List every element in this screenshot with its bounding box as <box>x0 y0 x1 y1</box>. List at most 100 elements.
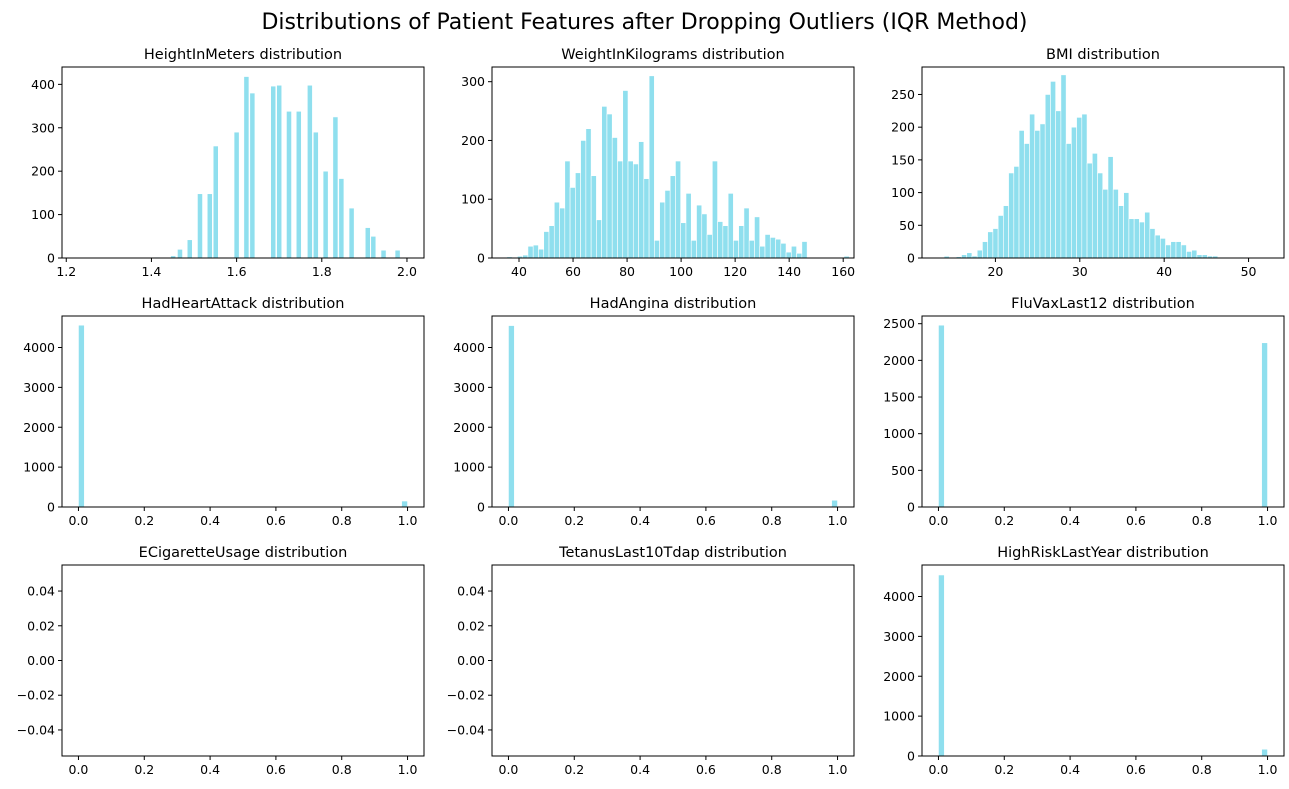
histogram-bar <box>680 222 687 259</box>
histogram-bar <box>627 160 634 259</box>
x-tick-label: 30 <box>1072 264 1088 279</box>
histogram-bar <box>831 499 838 508</box>
y-tick-label: 0.04 <box>27 584 55 599</box>
x-tick-label: 0.8 <box>762 513 782 528</box>
histogram-bar <box>1128 218 1135 259</box>
y-tick-label: 2000 <box>453 420 485 435</box>
y-tick-label: 2500 <box>883 316 915 331</box>
y-tick-label: 1000 <box>883 426 915 441</box>
x-tick-label: 0.8 <box>332 513 352 528</box>
axes-frame <box>921 66 1285 259</box>
histogram-bar <box>1165 244 1172 259</box>
histogram-bar <box>1023 143 1030 259</box>
panel-0: HeightInMeters distribution 1.2 1.4 1.6 1.8 2… <box>31 47 425 279</box>
x-tick-label: 1.0 <box>828 762 848 777</box>
y-tick-label: −0.04 <box>447 722 485 737</box>
histogram-bar <box>769 237 776 259</box>
panel-title: HadHeartAttack distribution <box>142 296 345 312</box>
y-tick-label: 4000 <box>23 340 55 355</box>
y-tick-label: 0.04 <box>457 584 485 599</box>
y-tick-label: 200 <box>31 164 55 179</box>
histogram-bar <box>585 128 592 259</box>
histogram-bar <box>1191 249 1198 259</box>
y-tick-label: 0 <box>907 500 915 515</box>
y-tick-label: −0.04 <box>17 722 55 737</box>
histogram-bar <box>548 225 555 259</box>
x-tick-label: 0.8 <box>762 762 782 777</box>
panel-4: HadAngina distribution 0.0 0.2 0.4 0.6 0.8 1.0… <box>453 296 855 528</box>
x-tick-label: 120 <box>723 264 747 279</box>
histogram-bar <box>976 249 983 259</box>
histogram-bar <box>401 500 408 508</box>
x-tick-label: 0.2 <box>134 513 154 528</box>
histogram-bar <box>611 137 618 259</box>
histogram-bar <box>1071 126 1077 259</box>
histogram-bar <box>553 201 560 259</box>
histogram-bar <box>675 160 681 259</box>
histogram-bar <box>759 245 766 259</box>
histogram-bar <box>276 84 283 259</box>
panel-1: WeightInKilograms distribution 40 60 80 100 1… <box>461 47 950 279</box>
y-tick-label: 0 <box>477 500 485 515</box>
y-tick-label: 1000 <box>883 709 915 724</box>
axes-frame <box>61 315 425 508</box>
histogram-bar <box>590 175 597 259</box>
x-tick-label: 0.4 <box>630 513 650 528</box>
x-tick-label: 0.6 <box>266 762 286 777</box>
histogram-bar <box>1076 117 1083 259</box>
x-tick-label: 1.6 <box>227 264 247 279</box>
histogram-bar <box>338 178 345 259</box>
histogram-bar <box>1050 81 1056 259</box>
histogram-bar <box>669 175 676 259</box>
x-tick-label: 1.8 <box>312 264 332 279</box>
histogram-bar <box>738 225 745 259</box>
histogram-bar <box>177 249 183 259</box>
histogram-bar <box>527 245 534 259</box>
histogram-bar <box>638 141 645 259</box>
y-tick-label: 100 <box>31 207 55 222</box>
x-tick-label: 0.6 <box>696 513 716 528</box>
histogram-bar <box>1107 156 1114 259</box>
histogram-bar <box>1144 211 1151 259</box>
axes-frame <box>921 315 1285 508</box>
histogram-bar <box>938 324 945 508</box>
histogram-bar <box>295 110 302 259</box>
histogram-bar <box>1261 748 1268 757</box>
histogram-bar <box>348 207 355 259</box>
histogram-bar <box>532 244 539 259</box>
histogram-bar <box>690 240 697 259</box>
histogram-bar <box>764 234 771 259</box>
histogram-bar <box>1044 94 1051 259</box>
histogram-bar <box>543 231 550 259</box>
histogram-bar <box>508 325 515 508</box>
x-tick-label: 1.0 <box>398 762 418 777</box>
histogram-bar <box>394 249 401 259</box>
x-tick-label: 0.2 <box>564 762 584 777</box>
x-tick-label: 1.0 <box>828 513 848 528</box>
x-tick-label: 0.4 <box>200 513 220 528</box>
x-tick-label: 0.2 <box>994 513 1014 528</box>
histogram-bar <box>1039 123 1046 259</box>
y-tick-label: 250 <box>891 87 915 102</box>
panels: HeightInMeters distribution 1.2 1.4 1.6 1.8 2… <box>17 47 1285 777</box>
histogram-bar <box>1149 228 1156 259</box>
x-tick-label: 0.0 <box>69 513 89 528</box>
axes-frame <box>491 564 855 757</box>
x-tick-label: 20 <box>987 264 1003 279</box>
histogram-bar <box>1180 244 1187 259</box>
y-tick-label: 200 <box>891 120 915 135</box>
histogram-bar <box>370 235 377 259</box>
histogram-bar <box>243 76 250 259</box>
histogram-bar <box>332 116 339 259</box>
figure-title: Distributions of Patient Features after … <box>261 10 1027 35</box>
histogram-bar <box>801 241 808 259</box>
panel-title: FluVaxLast12 distribution <box>1011 296 1195 312</box>
histogram-bar <box>78 324 85 508</box>
x-tick-label: 1.0 <box>1258 513 1278 528</box>
y-tick-label: 300 <box>461 74 485 89</box>
histogram-bar <box>580 140 587 259</box>
y-tick-label: 0 <box>477 251 485 266</box>
y-tick-label: 1000 <box>453 460 485 475</box>
x-tick-label: 0.6 <box>1126 762 1146 777</box>
